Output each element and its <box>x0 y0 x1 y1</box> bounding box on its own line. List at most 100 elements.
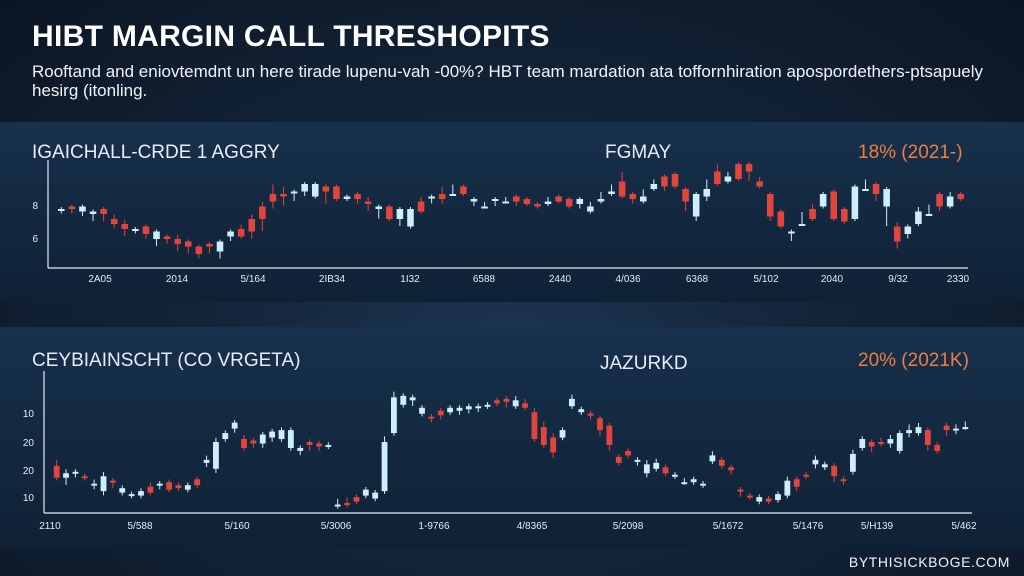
candle-body <box>241 439 247 448</box>
x-tick-label: 2014 <box>166 274 189 285</box>
candle <box>692 192 700 221</box>
candle <box>803 472 809 479</box>
candle-body <box>174 239 181 244</box>
candle <box>475 403 482 412</box>
candle-body <box>354 194 361 199</box>
candle-body <box>72 471 79 474</box>
candle-body <box>709 455 716 462</box>
candle-body <box>447 407 454 413</box>
candle-body <box>364 201 372 204</box>
candle <box>156 481 163 490</box>
candle-body <box>502 201 509 204</box>
candle <box>353 494 360 505</box>
candle <box>227 229 234 241</box>
candle-body <box>793 479 800 487</box>
candle-body <box>650 184 658 189</box>
candle <box>896 430 903 454</box>
candle-body <box>534 204 541 207</box>
candle <box>153 229 160 246</box>
candle-body <box>503 398 510 402</box>
candle-body <box>840 479 847 482</box>
x-tick-label: 5/3006 <box>321 521 352 532</box>
x-tick-label: 2440 <box>549 274 572 285</box>
candle-body <box>494 400 500 404</box>
candle-body <box>756 181 763 187</box>
candle-body <box>227 231 234 237</box>
candle-body <box>297 447 304 451</box>
candle <box>375 204 383 219</box>
candle-body <box>728 467 735 471</box>
candle-body <box>924 430 931 445</box>
x-tick-label: 6368 <box>686 274 709 285</box>
candle <box>798 212 806 226</box>
candle-body <box>156 483 163 486</box>
candle <box>904 224 912 239</box>
candle <box>862 179 869 191</box>
candle <box>597 415 603 436</box>
candle <box>618 172 626 199</box>
candle-body <box>100 476 107 492</box>
candle-body <box>269 194 277 202</box>
candle-body <box>216 241 224 252</box>
candle-body <box>803 474 809 477</box>
candle-body <box>662 467 669 474</box>
candle-body <box>417 201 425 212</box>
candle-body <box>788 231 795 234</box>
candle <box>934 442 941 454</box>
candle <box>859 436 866 451</box>
candle <box>544 197 552 206</box>
chart-2-percent-label: 20% (2021K) <box>858 350 969 371</box>
candle-body <box>91 483 98 486</box>
candle-body <box>672 474 678 477</box>
candle-body <box>887 439 894 444</box>
candle-body <box>775 494 781 501</box>
candle <box>812 455 819 469</box>
candle <box>333 184 340 201</box>
x-tick-label: 2A05 <box>88 274 112 285</box>
candle <box>872 182 880 201</box>
candle-body <box>661 176 668 187</box>
chart-1-center-label: FGMAY <box>605 142 672 163</box>
candle-body <box>878 442 884 444</box>
candle <box>957 192 964 201</box>
candle-body <box>460 186 467 194</box>
candle <box>893 222 901 249</box>
candle-body <box>437 410 444 416</box>
candle <box>248 214 256 239</box>
candle <box>700 481 706 488</box>
candle-body <box>142 226 150 234</box>
candle <box>259 431 266 448</box>
candle-body <box>576 199 584 204</box>
candle <box>756 177 763 189</box>
candle-body <box>544 201 552 204</box>
candle <box>868 439 875 453</box>
candle-body <box>618 181 626 197</box>
candle <box>777 209 785 229</box>
candlestick-chart-2: 10 20 20 10 2110 5/588 5/160 5/3006 1-9766 4/8365… <box>23 371 977 532</box>
candle <box>555 194 562 204</box>
x-tick-label: 1I32 <box>400 274 420 285</box>
candle-body <box>250 440 257 444</box>
candle-body <box>587 413 594 416</box>
candle <box>681 478 688 485</box>
candle <box>943 422 950 436</box>
candle-body <box>597 418 603 431</box>
candle-body <box>213 442 219 469</box>
candle-body <box>565 199 573 207</box>
candle <box>962 421 969 430</box>
candle-body <box>166 482 172 490</box>
candle-body <box>375 206 383 209</box>
x-tick-label: 5/160 <box>224 521 249 532</box>
candle <box>953 424 959 435</box>
x-tick-label: 5/H139 <box>861 521 894 532</box>
candle <box>502 197 509 204</box>
candle <box>831 463 838 482</box>
candle <box>634 457 641 466</box>
candle <box>587 202 594 214</box>
candle-body <box>559 430 566 438</box>
candle <box>100 207 107 221</box>
candle-body <box>147 486 154 493</box>
candle <box>788 229 795 241</box>
page-subtitle: Rooftand and eniovtemdnt un here tirade … <box>32 62 984 100</box>
candle-body <box>203 459 210 463</box>
